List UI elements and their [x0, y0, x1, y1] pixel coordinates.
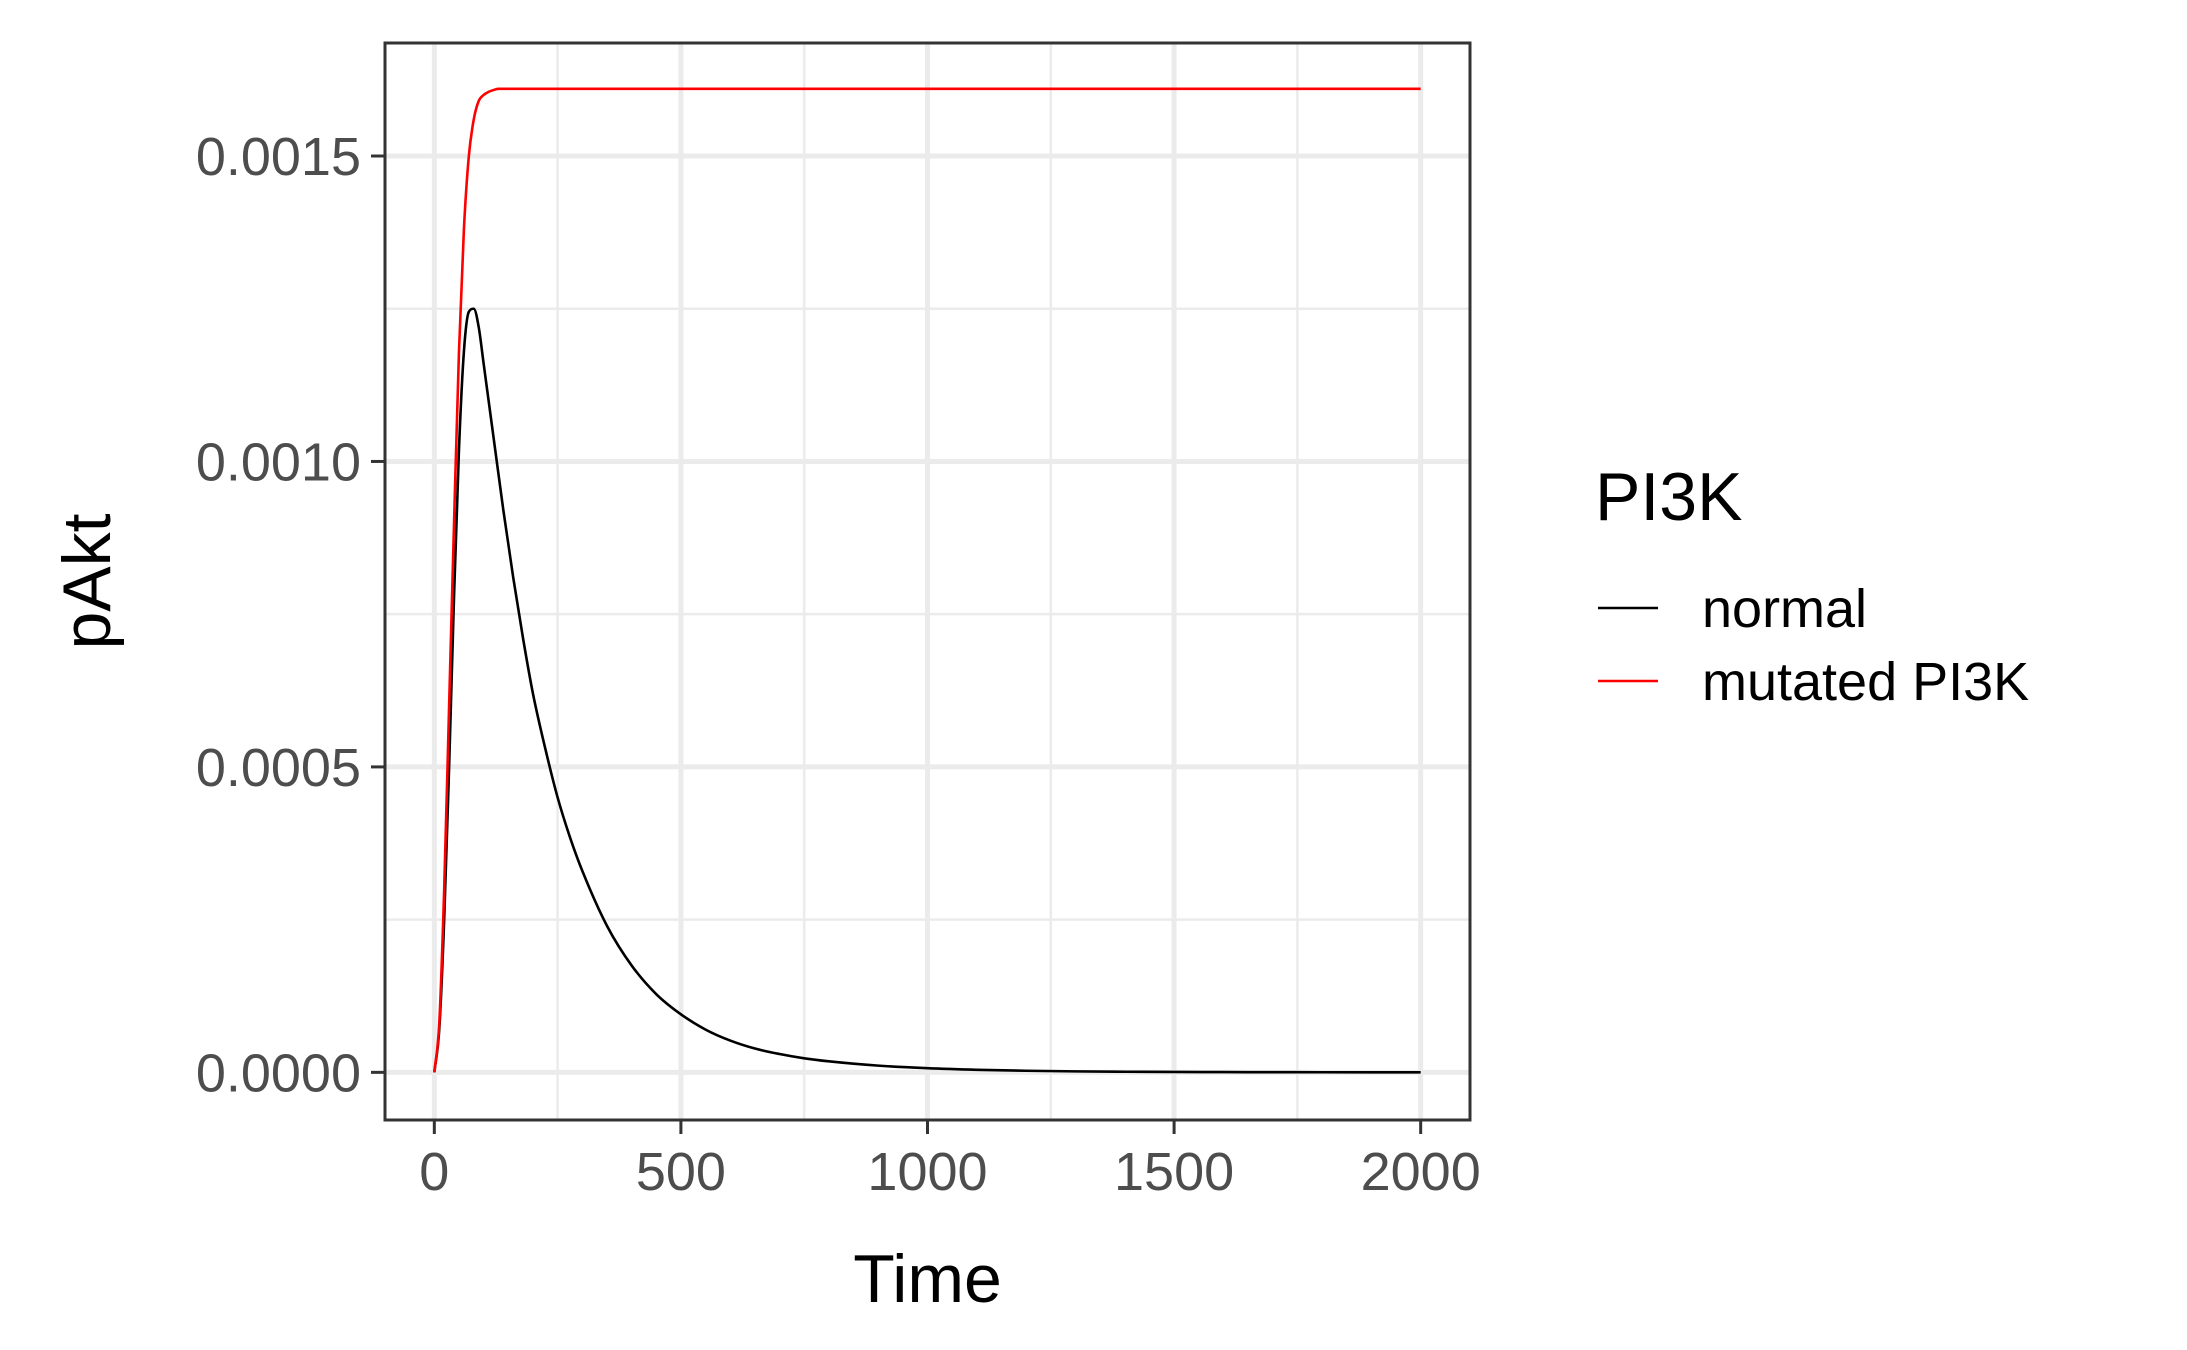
series-line-mutated-pi3k [433, 87, 1421, 1073]
legend-items: normal mutated PI3K [1598, 579, 2029, 712]
legend-title: PI3K [1595, 459, 1742, 535]
x-tick-label: 500 [636, 1142, 726, 1202]
legend: PI3K normal mutated PI3K [1595, 459, 2029, 712]
y-axis-title: pAkt [49, 513, 125, 649]
x-tick-label: 0 [419, 1142, 449, 1202]
x-axis-title: Time [853, 1241, 1002, 1317]
series-line-normal [433, 307, 1421, 1074]
series-lines [433, 87, 1421, 1074]
grid-major [385, 43, 1470, 1120]
x-tick-label: 2000 [1361, 1142, 1481, 1202]
x-tick-label: 1500 [1114, 1142, 1234, 1202]
legend-label-mutated-pi3k: mutated PI3K [1702, 652, 2029, 712]
legend-label-normal: normal [1702, 579, 1867, 639]
x-tick-label: 1000 [867, 1142, 987, 1202]
y-axis: 0.0000 0.0005 0.0010 0.0015 [196, 127, 385, 1103]
plot-panel [383, 41, 1472, 1122]
y-tick-label: 0.0015 [196, 127, 361, 187]
y-tick-label: 0.0010 [196, 432, 361, 492]
y-tick-label: 0.0000 [196, 1043, 361, 1103]
y-tick-label: 0.0005 [196, 738, 361, 798]
x-axis: 0 500 1000 1500 2000 [419, 1120, 1481, 1202]
